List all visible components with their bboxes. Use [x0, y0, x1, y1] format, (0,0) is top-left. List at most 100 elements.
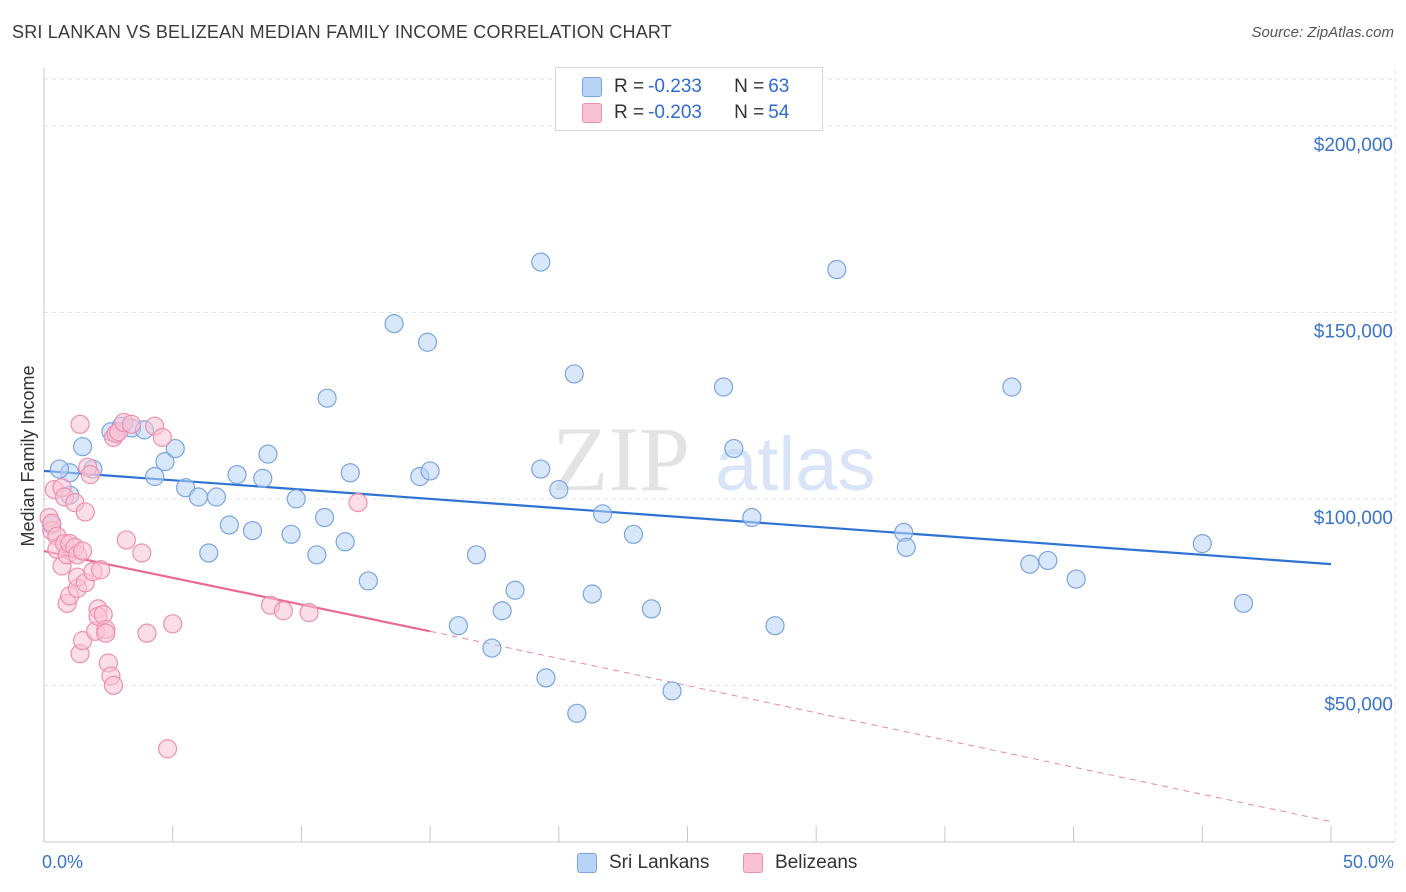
- pink-swatch: [582, 103, 602, 123]
- axes: [43, 68, 1395, 843]
- y-tick-label: $100,000: [1314, 508, 1393, 529]
- point-sri-lankans: [188, 487, 209, 507]
- point-belizeans: [73, 631, 93, 651]
- r-label: R =: [614, 76, 645, 97]
- point-sri-lankans: [335, 532, 355, 552]
- point-sri-lankans: [155, 451, 175, 472]
- point-belizeans: [299, 603, 319, 623]
- point-sri-lankans: [482, 638, 502, 658]
- pink-swatch: [743, 853, 763, 873]
- point-sri-lankans: [317, 388, 337, 408]
- legend-item-sri-lankans[interactable]: Sri Lankans: [577, 852, 709, 874]
- y-tick-labels: $50,000 $100,000 $150,000 $200,000: [1314, 135, 1393, 715]
- point-sri-lankans: [724, 438, 744, 459]
- r-value: -0.233: [648, 76, 702, 97]
- bottom-legend: Sri Lankans Belizeans: [0, 852, 1406, 878]
- point-sri-lankans: [827, 259, 847, 280]
- point-sri-lankans: [492, 601, 512, 621]
- legend-label: Sri Lankans: [609, 852, 710, 873]
- point-sri-lankans: [219, 515, 239, 535]
- point-sri-lankans: [1020, 554, 1040, 574]
- blue-swatch: [577, 853, 597, 873]
- n-value: 54: [768, 102, 790, 123]
- point-sri-lankans: [1038, 550, 1058, 571]
- y-tick-label: $200,000: [1314, 135, 1393, 156]
- stat-row-belizeans: R = -0.203 N = 54: [582, 101, 789, 125]
- point-belizeans: [132, 543, 152, 563]
- point-sri-lankans: [281, 524, 301, 544]
- correlation-legend-box: R = -0.233 N = 63 R = -0.203 N = 54: [555, 67, 823, 131]
- legend-item-belizeans[interactable]: Belizeans: [743, 852, 857, 874]
- point-belizeans: [80, 465, 100, 485]
- point-sri-lankans: [896, 537, 916, 557]
- source-label: Source: ZipAtlas.com: [1251, 24, 1394, 41]
- point-belizeans: [121, 414, 142, 434]
- point-belizeans: [152, 427, 173, 447]
- point-belizeans: [91, 560, 111, 580]
- point-sri-lankans: [531, 459, 551, 479]
- x-tick-label-max: 50.0%: [1342, 852, 1394, 872]
- point-sri-lankans: [536, 668, 556, 688]
- point-sri-lankans: [49, 459, 70, 479]
- x-tick-label-min: 0.0%: [42, 852, 84, 872]
- point-belizeans: [73, 541, 93, 561]
- point-sri-lankans: [713, 377, 734, 397]
- point-sri-lankans: [1233, 593, 1254, 613]
- point-sri-lankans: [199, 543, 219, 563]
- watermark-atlas: atlas: [715, 422, 876, 507]
- point-sri-lankans: [505, 580, 525, 600]
- point-sri-lankans: [1066, 569, 1086, 589]
- point-sri-lankans: [165, 438, 185, 459]
- point-sri-lankans: [242, 520, 263, 541]
- point-sri-lankans: [206, 487, 227, 507]
- point-sri-lankans: [253, 468, 273, 488]
- point-sri-lankans: [384, 314, 404, 334]
- point-sri-lankans: [592, 504, 613, 524]
- point-sri-lankans: [175, 478, 196, 498]
- point-sri-lankans: [448, 616, 469, 636]
- point-belizeans: [70, 414, 90, 434]
- point-belizeans: [75, 502, 95, 522]
- point-sri-lankans: [286, 489, 306, 509]
- y-tick-label: $50,000: [1324, 694, 1393, 715]
- r-label: R =: [614, 102, 645, 123]
- point-belizeans: [273, 601, 293, 621]
- trend-line-belizeans-extension: [429, 630, 1332, 822]
- point-belizeans: [163, 614, 183, 634]
- y-axis-label: Median Family Income: [18, 365, 38, 546]
- point-sri-lankans: [567, 703, 587, 723]
- point-sri-lankans: [765, 616, 785, 636]
- point-sri-lankans: [420, 461, 440, 481]
- y-tick-label: $150,000: [1314, 321, 1393, 342]
- watermark-zip: ZIP: [552, 408, 690, 510]
- watermark: ZIP atlas: [552, 408, 876, 510]
- point-sri-lankans: [641, 599, 662, 619]
- stat-row-sri-lankans: R = -0.233 N = 63: [582, 75, 789, 99]
- point-sri-lankans: [307, 545, 327, 565]
- point-sri-lankans: [564, 364, 584, 384]
- point-sri-lankans: [623, 524, 644, 544]
- point-sri-lankans: [1002, 377, 1022, 397]
- legend-label: Belizeans: [775, 852, 858, 873]
- point-belizeans: [157, 739, 178, 759]
- point-sri-lankans: [258, 444, 278, 464]
- point-sri-lankans: [73, 437, 93, 457]
- point-belizeans: [116, 530, 136, 550]
- point-sri-lankans: [145, 466, 165, 487]
- point-sri-lankans: [1192, 534, 1212, 554]
- scatter-points: [39, 252, 1254, 759]
- point-belizeans: [96, 623, 116, 643]
- blue-swatch: [582, 77, 602, 97]
- r-value: -0.203: [648, 102, 702, 123]
- point-sri-lankans: [358, 571, 378, 591]
- point-belizeans: [103, 675, 124, 695]
- chart-title: SRI LANKAN VS BELIZEAN MEDIAN FAMILY INC…: [12, 22, 672, 42]
- point-sri-lankans: [582, 584, 602, 604]
- point-sri-lankans: [466, 545, 487, 565]
- n-label: N =: [734, 76, 765, 97]
- point-sri-lankans: [662, 681, 682, 701]
- point-sri-lankans: [227, 465, 247, 485]
- point-sri-lankans: [531, 252, 551, 272]
- point-sri-lankans: [417, 332, 438, 352]
